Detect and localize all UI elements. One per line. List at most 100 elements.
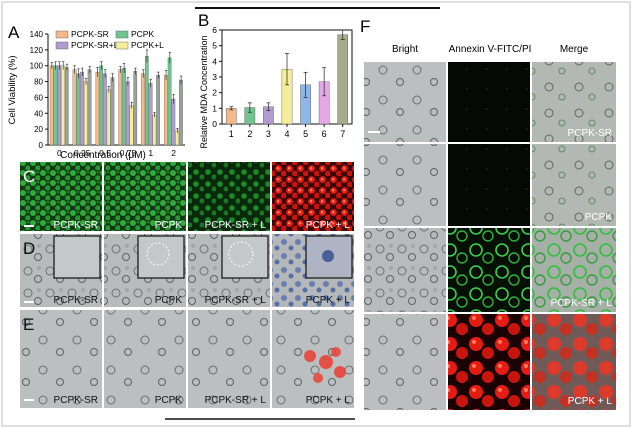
chart-b-bar xyxy=(337,34,349,125)
chart-b-xtick-label: 6 xyxy=(322,129,327,139)
chart-a-bar xyxy=(103,73,107,146)
chart-a-bar xyxy=(148,83,153,146)
chart-a-plot: 0 20 40 60 80 100 120 140 0 0.25 0.5 0.75 1 2 xyxy=(30,30,185,158)
chart-b-ytick-label: 1 xyxy=(212,103,217,113)
f-r1-bright xyxy=(364,62,446,142)
chart-a-bar xyxy=(53,65,58,146)
chart-a-bar xyxy=(144,56,149,146)
chart-b-xtick-label: 4 xyxy=(284,129,289,139)
e-label-pcpk-sr: PCPK-SR xyxy=(54,395,98,406)
f-r1-label: PCPK-SR xyxy=(568,128,612,139)
panel-e-brightfield-row: E PCPK-SR PCPK PCPK-SR + L PCPK + L xyxy=(20,310,354,408)
chart-a-ytick-label: 80 xyxy=(34,78,43,87)
chart-b-ytick-label: 6 xyxy=(212,25,217,35)
panel-label-c: C xyxy=(23,167,35,186)
chart-a-bar xyxy=(80,71,84,146)
chart-a-bar xyxy=(133,71,138,146)
e-red-cell-4 xyxy=(313,373,323,383)
chart-a-bar xyxy=(83,81,88,146)
chart-a-ytick-label: 0 xyxy=(39,141,44,150)
f-r3-merge xyxy=(532,228,616,312)
chart-a-xtick-label: 1 xyxy=(148,148,153,158)
f-r3-bright xyxy=(364,228,446,312)
f-r2-bright xyxy=(364,144,446,226)
f-r1-merge xyxy=(532,62,616,142)
chart-a-legend-label: PCPK+L xyxy=(131,40,164,50)
chart-a-legend-swatch xyxy=(55,30,69,39)
chart-a-bar xyxy=(164,75,168,146)
chart-b-xtick-label: 7 xyxy=(340,129,345,139)
d-inset-4-cell xyxy=(322,250,334,262)
d-inset-2-cell xyxy=(146,242,170,266)
e-red-cell-3 xyxy=(334,366,346,378)
e-image-pcpk-sr xyxy=(20,310,102,408)
panel-label-a: A xyxy=(8,23,20,42)
d-label-pcpk-sr-l: PCPK-SR + L xyxy=(205,295,267,306)
chart-a-ytick-label: 40 xyxy=(34,109,43,118)
chart-a-bar xyxy=(57,65,62,146)
chart-a-ytick-label: 120 xyxy=(30,46,44,55)
chart-b-ylabel: Relative MDA Concentration xyxy=(199,35,209,148)
chart-b-xtick-label: 3 xyxy=(266,129,271,139)
e-red-cell-1 xyxy=(304,350,316,362)
f-r4-label: PCPK + L xyxy=(568,396,613,407)
panel-label-d: D xyxy=(23,239,35,258)
chart-a-xtick-label: 0 xyxy=(57,148,62,158)
chart-b-ytick-label: 3 xyxy=(212,72,217,82)
panel-c-fluorescence-row: C PCPK-SR PCPK PCPK-SR + L PCPK + L xyxy=(20,162,354,231)
chart-a-bar xyxy=(129,105,134,146)
chart-a-bar xyxy=(99,65,103,146)
chart-a-ytick-label: 60 xyxy=(34,93,43,102)
f-header-annexin: Annexin V-FITC/PI xyxy=(449,44,532,55)
panel-label-f: F xyxy=(360,17,370,36)
c-label-pcpk: PCPK xyxy=(155,220,183,231)
d-label-pcpk: PCPK xyxy=(155,295,183,306)
f-r4-fluor xyxy=(448,314,530,410)
chart-a-legend-label: PCPK-SR+L xyxy=(71,40,119,50)
d-inset-3-cell xyxy=(228,241,254,267)
c-label-pcpk-sr: PCPK-SR xyxy=(54,220,98,231)
d-inset-2 xyxy=(137,235,185,279)
chart-a-bar xyxy=(179,79,183,146)
chart-a-bar xyxy=(152,114,157,146)
chart-b-bar xyxy=(225,108,237,125)
f-r4-merge xyxy=(532,314,616,410)
chart-a-ylabel: Cell Viability (%) xyxy=(7,56,18,125)
e-red-cell-2 xyxy=(319,355,333,369)
chart-b-ytick-label: 5 xyxy=(212,41,217,51)
panel-d-brightfield-row: D PCPK-SR PCPK PCPK-SR + L PCPK + L xyxy=(20,234,354,307)
chart-a-bar xyxy=(61,65,65,146)
chart-b-xtick-label: 5 xyxy=(303,129,308,139)
e-image-pcpk-sr-l xyxy=(188,310,270,408)
chart-b-ytick-label: 2 xyxy=(212,88,217,98)
chart-a-bar xyxy=(110,77,115,146)
chart-a-bar xyxy=(72,69,77,146)
chart-a-legend-label: PCPK xyxy=(131,29,154,39)
chart-a-legend-swatch xyxy=(115,30,129,39)
chart-a-bar xyxy=(95,71,100,146)
chart-b-plot: 0 1 2 3 4 5 6 1 2 3 4 5 6 7 xyxy=(212,25,353,139)
c-label-pcpk-sr-l: PCPK-SR + L xyxy=(205,220,267,231)
f-r1-fluor xyxy=(448,62,530,142)
chart-b-ytick-label: 4 xyxy=(212,56,217,66)
f-r2-merge xyxy=(532,144,616,226)
d-label-pcpk-sr: PCPK-SR xyxy=(54,295,98,306)
chart-a-xtick-label: 0.75 xyxy=(120,148,137,158)
chart-a-bar xyxy=(106,89,111,146)
chart-a-ytick-label: 140 xyxy=(30,30,44,39)
e-label-pcpk: PCPK xyxy=(155,395,183,406)
chart-a-bar xyxy=(87,69,92,146)
chart-a-bar xyxy=(156,75,160,146)
chart-b-xtick-label: 1 xyxy=(229,129,234,139)
e-label-pcpk-sr-l: PCPK-SR + L xyxy=(205,395,267,406)
e-image-pcpk xyxy=(104,310,186,408)
f-header-bright: Bright xyxy=(392,44,418,55)
f-r2-fluor xyxy=(448,144,530,226)
chart-a-bar xyxy=(167,57,172,146)
chart-a-xtick-label: 2 xyxy=(171,148,176,158)
f-r3-label: PCPK-SR + L xyxy=(551,298,613,309)
f-header-merge: Merge xyxy=(560,44,589,55)
chart-a-xtick-label: 0.5 xyxy=(99,148,111,158)
panel-f-annexin-grid: F Bright Annexin V-FITC/PI Merge PCPK-SR… xyxy=(360,17,616,410)
